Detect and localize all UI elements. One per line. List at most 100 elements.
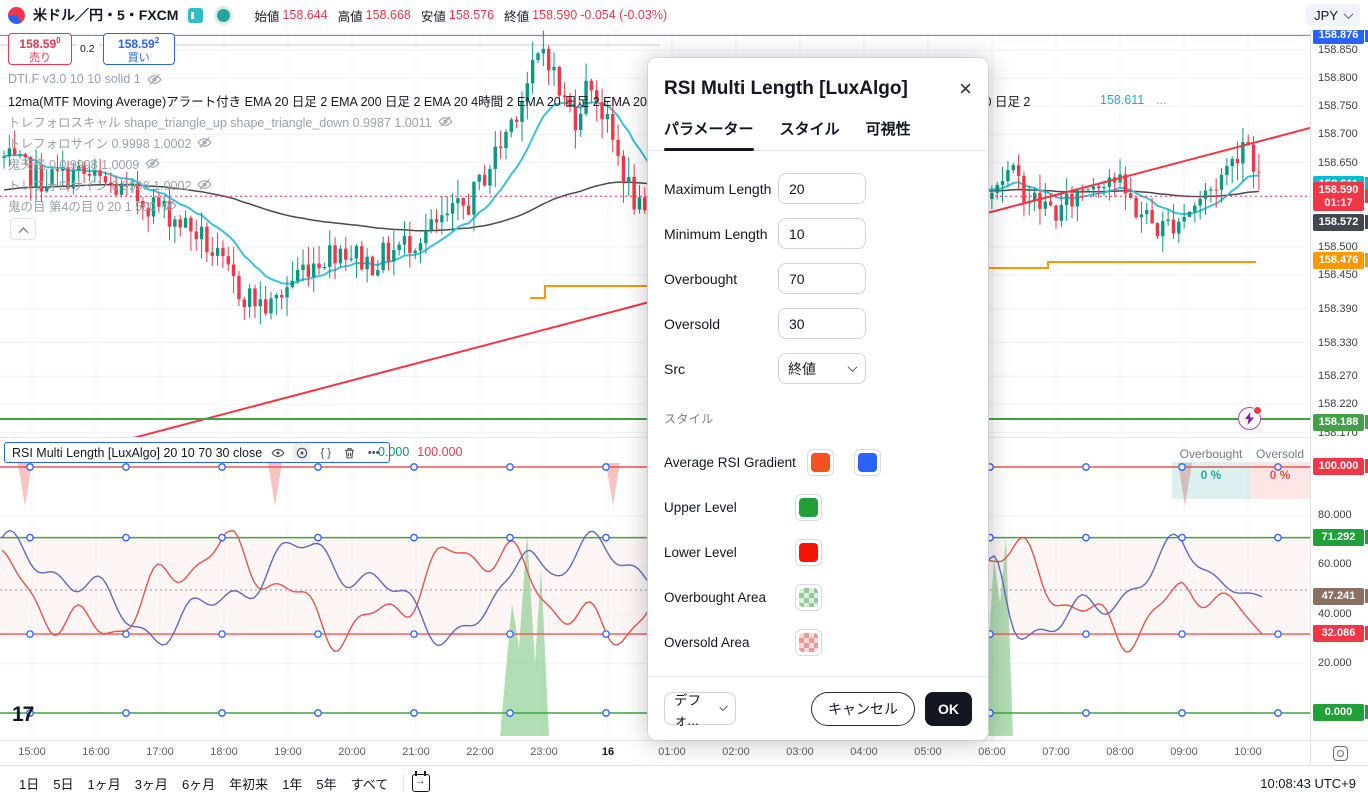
lower-level-swatch[interactable] [795, 539, 822, 566]
tab-visibility[interactable]: 可視性 [865, 121, 911, 138]
template-dropdown[interactable]: デフォ... [664, 692, 736, 728]
max-length-input[interactable] [778, 173, 866, 204]
time-tick: 10:00 [1234, 746, 1262, 758]
min-length-input[interactable] [778, 218, 866, 249]
tab-style[interactable]: スタイル [779, 121, 840, 138]
price-scale[interactable]: 158.850 158.800 158.750 158.700 158.650 158.5… [1310, 27, 1368, 765]
indicator-row[interactable]: 鬼天底 0 0.9998 1.0009 [8, 153, 160, 173]
range-button[interactable]: 5日 [53, 776, 74, 792]
price-badge: 158.188 [1313, 414, 1364, 432]
rsi-indicator-label[interactable]: RSI Multi Length [LuxAlgo] 20 10 70 30 c… [4, 442, 391, 463]
sell-label: 売り [29, 52, 51, 64]
price-badge-mark [1365, 215, 1368, 229]
alert-icon[interactable] [1238, 406, 1262, 430]
time-tick: 16 [601, 746, 615, 758]
time-tick: 17:00 [146, 746, 174, 758]
collapse-legend-button[interactable] [10, 218, 36, 240]
rsi-tick: 20.000 [1318, 656, 1352, 669]
eye-off-icon[interactable] [197, 177, 212, 192]
eye-off-icon[interactable] [438, 114, 453, 129]
sell-button[interactable]: 158.590 売り [8, 33, 72, 65]
indicator-row[interactable]: トレフォロサイン 0.9998 1.0002 [8, 132, 212, 152]
gradient-color-2-swatch[interactable] [854, 449, 881, 476]
upper-level-label: Upper Level [664, 500, 737, 515]
source-code-icon[interactable]: { } [320, 446, 331, 459]
scale-settings-cell[interactable] [1311, 740, 1368, 765]
indicator-row[interactable]: 鬼の目 第4の目 0 20 1 500 [8, 195, 177, 215]
rsi-value-high: 100.000 [417, 445, 463, 459]
range-buttons: 1日 5日 1ヶ月 3ヶ月 6ヶ月 年初来 1年 5年 すべて [12, 770, 395, 797]
indicator-name: 鬼天底 0 0.9998 1.0009 [8, 157, 140, 172]
range-button[interactable]: 1年 [282, 776, 303, 792]
time-axis[interactable]: 15:00 16:00 17:00 18:00 19:00 20:00 21:00 22:00… [0, 740, 1310, 765]
range-button[interactable]: 1ヶ月 [87, 776, 121, 792]
oversold-header: Oversold [1255, 447, 1305, 461]
range-button[interactable]: 6ヶ月 [181, 776, 216, 792]
price-badge-mark [1365, 626, 1368, 641]
dialog-tabs: パラメーター スタイル 可視性 [648, 104, 988, 151]
oversold-area-swatch[interactable] [795, 629, 822, 656]
chart-type-icon[interactable] [188, 7, 204, 23]
symbol-title[interactable]: 米ドル／円・5・FXCM [33, 7, 179, 23]
buy-button[interactable]: 158.592 買い [102, 33, 175, 65]
tab-parameters[interactable]: パラメーター [664, 118, 754, 151]
close-icon[interactable]: × [959, 76, 972, 101]
eye-off-icon[interactable] [197, 135, 212, 150]
overbought-input[interactable] [778, 263, 866, 294]
oversold-input[interactable] [778, 308, 866, 339]
buy-label: 買い [127, 52, 150, 64]
upper-level-swatch[interactable] [795, 494, 822, 521]
delete-trash-icon[interactable] [341, 444, 358, 461]
high-value: 158.668 [365, 8, 411, 22]
go-to-date-icon[interactable] [412, 771, 431, 792]
tradingview-logo[interactable]: 17 [12, 703, 34, 726]
chevron-up-icon [18, 226, 28, 237]
avg-rsi-gradient-label: Average RSI Gradient [664, 455, 796, 470]
price-badge-mark [1365, 705, 1368, 719]
clock-timezone[interactable]: 10:08:43 UTC+9 [1260, 775, 1356, 791]
eye-off-icon[interactable] [147, 72, 162, 87]
overbought-area-label: Overbought Area [664, 590, 767, 605]
time-tick: 09:00 [1170, 746, 1198, 758]
range-button[interactable]: 5年 [316, 776, 337, 792]
eye-off-icon[interactable] [145, 156, 160, 171]
price-tick: 158.800 [1318, 72, 1358, 85]
indicator-more[interactable]: ... [1156, 93, 1167, 107]
chevron-down-icon [718, 702, 728, 712]
settings-target-icon[interactable] [293, 444, 311, 461]
gradient-color-1-swatch[interactable] [807, 449, 834, 476]
indicator-row[interactable]: トレフォロサイン 0.9998 1.0002 [8, 174, 212, 194]
param-row: Overbought [664, 263, 972, 294]
price-badge: 0.000 [1313, 704, 1364, 721]
overbought-area-swatch[interactable] [795, 584, 822, 611]
price-tick: 158.750 [1318, 100, 1358, 113]
range-button[interactable]: 年初来 [229, 776, 269, 792]
time-tick: 02:00 [722, 746, 750, 758]
chevron-down-icon [1343, 8, 1354, 19]
cancel-button[interactable]: キャンセル [811, 691, 915, 726]
chevron-down-icon [847, 362, 858, 373]
range-button[interactable]: すべて [350, 776, 389, 792]
range-button[interactable]: 1日 [19, 776, 40, 792]
style-row: Lower Level [664, 537, 972, 568]
trade-panel: 158.590 売り 0.2 158.592 買い [8, 33, 175, 65]
range-button[interactable]: 3ヶ月 [134, 776, 168, 792]
price-badge-mark [1365, 253, 1368, 268]
indicator-row[interactable]: DTI.F v3.0 10 10 solid 1 [8, 69, 162, 89]
ok-button[interactable]: OK [925, 691, 972, 726]
time-tick: 22:00 [466, 746, 494, 758]
currency-selector[interactable]: JPY [1306, 4, 1360, 26]
visibility-eye-icon[interactable] [269, 444, 286, 461]
indicator-name: トレフォロサイン 0.9998 1.0002 [8, 178, 192, 193]
src-dropdown[interactable]: 終値 [778, 353, 866, 384]
more-options-icon[interactable]: ••• [367, 446, 380, 459]
eye-off-icon[interactable] [162, 198, 177, 213]
indicator-name: 12ma(MTF Moving Average)アラート付き [8, 94, 242, 109]
rsi-value-low: 0.000 [378, 445, 410, 459]
overbought-header: Overbought [1179, 447, 1243, 461]
time-tick: 06:00 [978, 746, 1006, 758]
indicator-value: 158.611 [1100, 93, 1145, 107]
price-badge: 158.476 [1313, 252, 1364, 270]
indicator-row[interactable]: トレフォロスキャル shape_triangle_up shape_triang… [8, 111, 453, 131]
